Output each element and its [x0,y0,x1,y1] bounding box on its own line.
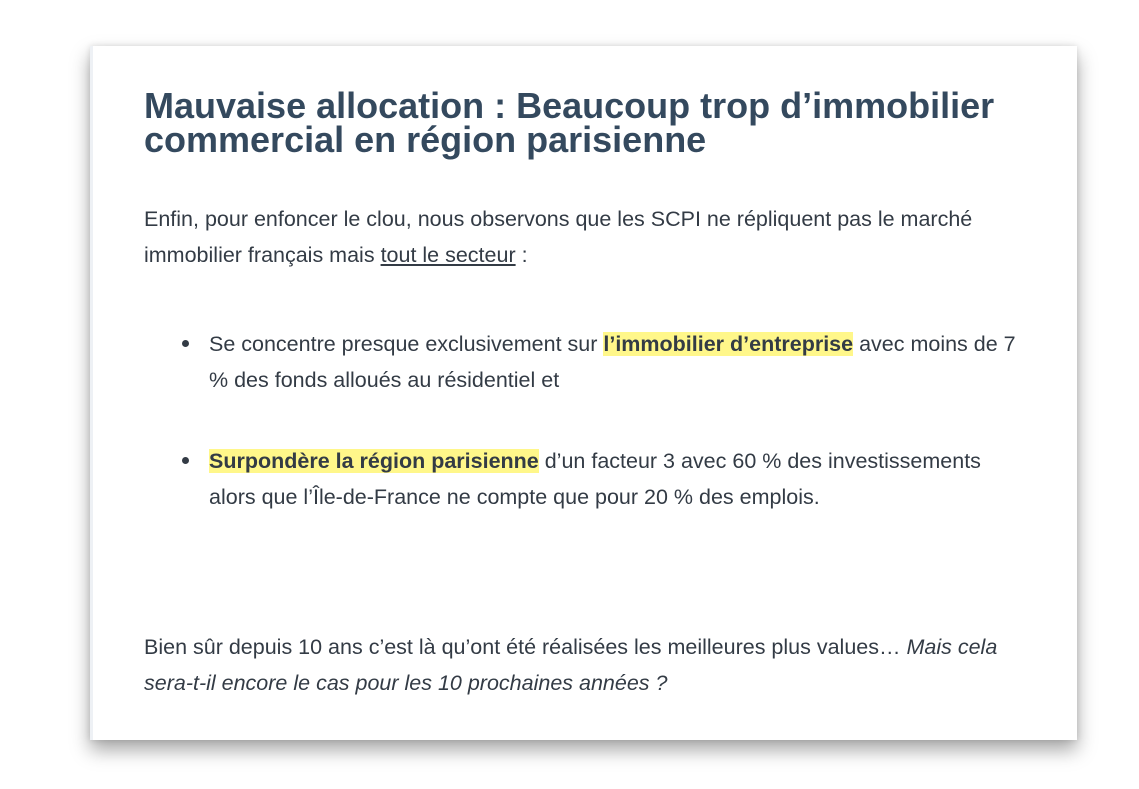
bullet-text-end: avec moins de 7 % des fonds alloués au r… [209,332,1016,392]
list-item: Surpondère la région parisienne d’un fac… [172,443,1032,515]
bullet-text-end: d’un facteur 3 avec 60 % des investissem… [209,449,981,509]
intro-underlined-text: tout le secteur [380,243,516,267]
conclusion-question: Mais cela sera-t-il encore le cas pour l… [144,635,998,695]
intro-text: Enfin, pour enfoncer le clou, nous obser… [144,207,973,267]
intro-text-end: : [515,243,528,267]
bullet-text: Se concentre presque exclusivement sur [209,332,604,356]
highlighted-text: Surpondère la région parisienne [209,449,539,473]
intro-paragraph: Enfin, pour enfoncer le clou, nous obser… [144,201,1044,273]
bullet-icon [182,457,189,464]
slide-title: Mauvaise allocation : Beaucoup trop d’im… [144,85,995,160]
bullet-list: Se concentre presque exclusivement sur l… [172,326,1032,515]
slide-card: Mauvaise allocation : Beaucoup trop d’im… [90,46,1077,740]
highlighted-text: l’immobilier d’entreprise [603,332,854,356]
conclusion-paragraph: Bien sûr depuis 10 ans c’est là qu’ont é… [144,629,1044,701]
list-item: Se concentre presque exclusivement sur l… [172,326,1032,398]
conclusion-text: Bien sûr depuis 10 ans c’est là qu’ont é… [144,635,907,659]
bullet-icon [182,340,189,347]
